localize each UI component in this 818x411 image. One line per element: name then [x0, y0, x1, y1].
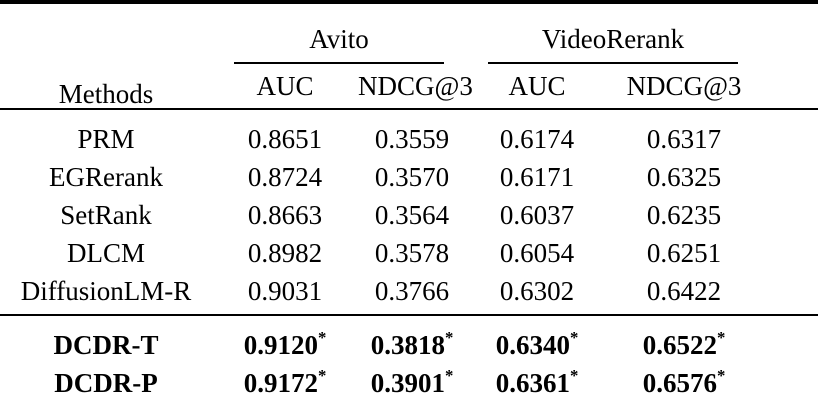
value-cell: 0.6361* [466, 364, 608, 411]
significance-asterisk: * [716, 365, 726, 385]
group-header-row: Methods Avito VideoRerank [0, 2, 818, 108]
method-name-cell: DCDR-T [53, 329, 159, 360]
value-cell: 0.3559 [374, 123, 450, 154]
value-cell: 0.6317 [646, 123, 722, 154]
metric-header-avito-ndcg3: NDCG@3 [358, 70, 473, 101]
value-cell: 0.8724 [247, 161, 323, 192]
value-cell: 0.3818* [358, 315, 466, 364]
method-name-cell: EGRerank [49, 161, 163, 192]
best-value: 0.3901 [370, 367, 445, 398]
value-cell: 0.3570 [374, 161, 450, 192]
value-cell: 0.6171 [499, 161, 575, 192]
avito-cmidrule: Avito [234, 26, 444, 64]
value-cell: 0.6522* [608, 315, 818, 364]
value-cell: 0.6054 [499, 237, 575, 268]
significance-asterisk: * [716, 327, 726, 347]
value-cell: 0.8651 [247, 123, 323, 154]
value-cell: 0.3901* [358, 364, 466, 411]
methods-column-header: Methods [58, 79, 154, 109]
value-cell: 0.6174 [499, 123, 575, 154]
method-name-cell: SetRank [60, 199, 152, 230]
value-cell: 0.6037 [499, 199, 575, 230]
videorerank-cmidrule: VideoRerank [488, 26, 738, 64]
significance-asterisk: * [317, 365, 327, 385]
value-cell: 0.6235 [646, 199, 722, 230]
best-value: 0.3818 [370, 329, 445, 360]
method-name-cell: PRM [77, 123, 135, 154]
table-row: DCDR-T 0.9120* 0.3818* 0.6340* 0.6522* [0, 315, 818, 364]
best-value: 0.9120 [243, 329, 318, 360]
value-cell: 0.6325 [646, 161, 722, 192]
proposed-method-rows: DCDR-T 0.9120* 0.3818* 0.6340* 0.6522* D… [0, 315, 818, 411]
method-name-cell: DiffusionLM-R [20, 275, 192, 306]
metric-header-row: AUC NDCG@3 AUC NDCG@3 [0, 64, 818, 109]
best-value: 0.6340 [495, 329, 570, 360]
value-cell: 0.3766 [374, 275, 450, 306]
best-value: 0.6361 [495, 367, 570, 398]
value-cell: 0.9031 [247, 275, 323, 306]
table-row: PRM 0.8651 0.3559 0.6174 0.6317 [0, 109, 818, 158]
significance-asterisk: * [569, 327, 579, 347]
value-cell: 0.6422 [646, 275, 722, 306]
value-cell: 0.6251 [646, 237, 722, 268]
value-cell: 0.3564 [374, 199, 450, 230]
value-cell: 0.8663 [247, 199, 323, 230]
table-row: DLCM 0.8982 0.3578 0.6054 0.6251 [0, 234, 818, 272]
value-cell: 0.8982 [247, 237, 323, 268]
significance-asterisk: * [444, 327, 454, 347]
best-value: 0.6522 [642, 329, 717, 360]
baseline-rows: PRM 0.8651 0.3559 0.6174 0.6317 EGRerank… [0, 109, 818, 315]
group-label-videorerank: VideoRerank [541, 24, 685, 54]
significance-asterisk: * [569, 365, 579, 385]
significance-asterisk: * [317, 327, 327, 347]
table-row: EGRerank 0.8724 0.3570 0.6171 0.6325 [0, 158, 818, 196]
method-name-cell: DLCM [66, 237, 145, 268]
metric-header-videorerank-auc: AUC [508, 70, 566, 101]
best-value: 0.9172 [243, 367, 318, 398]
table-row: SetRank 0.8663 0.3564 0.6037 0.6235 [0, 196, 818, 234]
group-header-avito: Avito [212, 2, 466, 64]
metric-header-avito-auc: AUC [256, 70, 314, 101]
significance-asterisk: * [444, 365, 454, 385]
group-header-videorerank: VideoRerank [466, 2, 818, 64]
table-header: Methods Avito VideoRerank AUC NDCG@3 AUC… [0, 2, 818, 109]
table-row: DiffusionLM-R 0.9031 0.3766 0.6302 0.642… [0, 272, 818, 315]
best-value: 0.6576 [642, 367, 717, 398]
group-label-avito: Avito [309, 24, 369, 54]
value-cell: 0.6302 [499, 275, 575, 306]
value-cell: 0.6340* [466, 315, 608, 364]
metric-header-videorerank-ndcg3: NDCG@3 [626, 70, 742, 101]
value-cell: 0.9172* [212, 364, 358, 411]
value-cell: 0.6576* [608, 364, 818, 411]
value-cell: 0.3578 [374, 237, 450, 268]
value-cell: 0.9120* [212, 315, 358, 364]
method-name-cell: DCDR-P [54, 367, 158, 398]
table-row: DCDR-P 0.9172* 0.3901* 0.6361* 0.6576* [0, 364, 818, 411]
